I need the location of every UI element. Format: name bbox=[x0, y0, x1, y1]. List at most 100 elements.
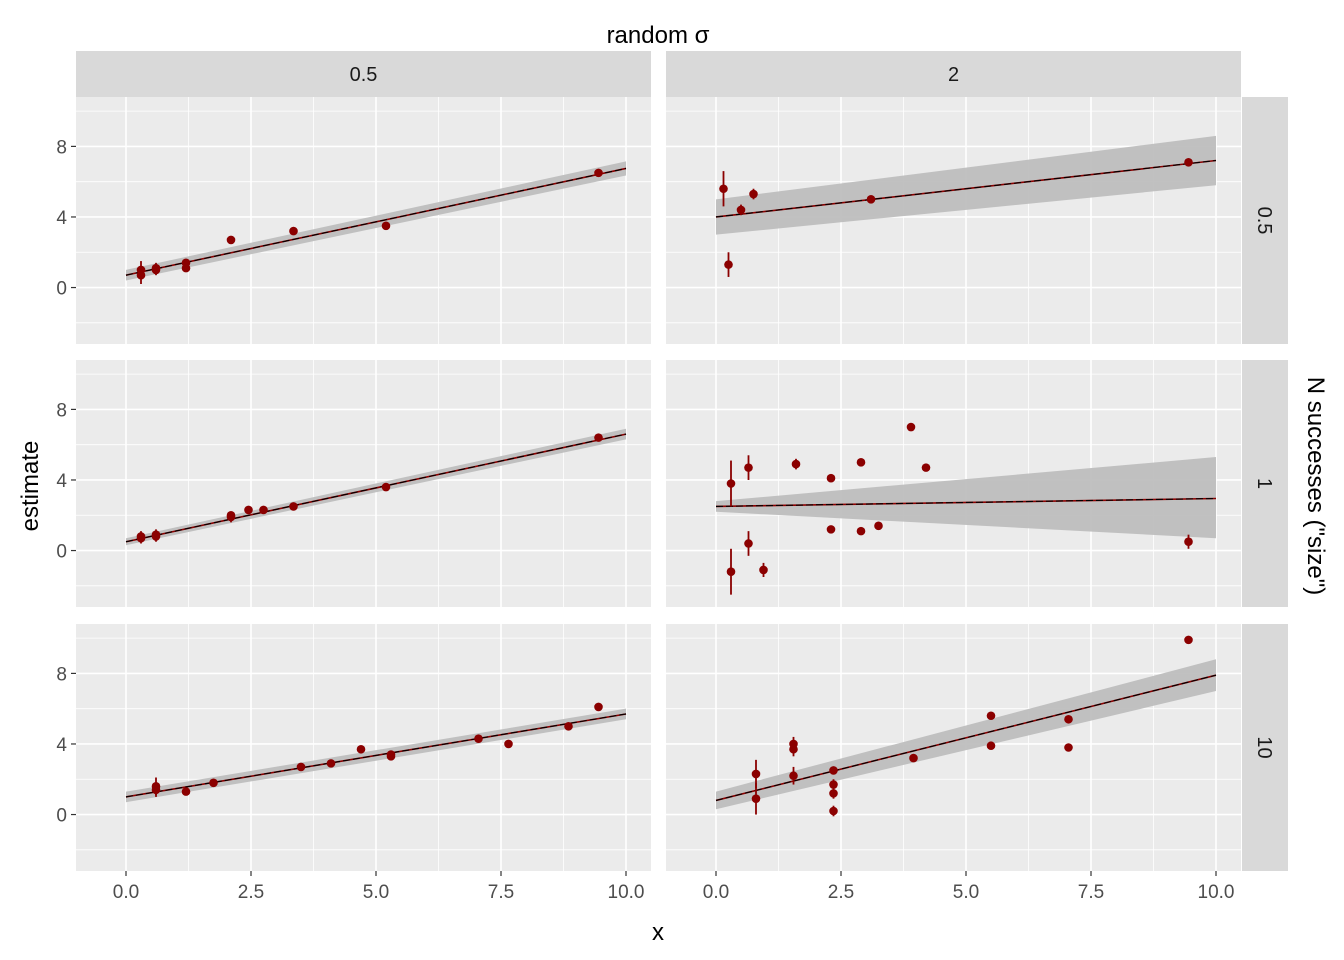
panel-col-2-row-1 bbox=[666, 360, 1241, 607]
x-tick-label: 7.5 bbox=[488, 882, 514, 903]
confidence-band bbox=[716, 659, 1216, 810]
data-point bbox=[289, 226, 298, 236]
data-point bbox=[381, 221, 391, 231]
x-tick-label: 0.0 bbox=[113, 882, 139, 903]
data-point bbox=[789, 744, 798, 754]
data-point bbox=[136, 533, 146, 543]
data-point bbox=[751, 794, 761, 803]
data-point bbox=[386, 750, 396, 759]
data-point bbox=[1184, 537, 1193, 547]
data-point bbox=[749, 189, 758, 199]
data-point bbox=[244, 505, 253, 515]
row-strip-label: 1 bbox=[1253, 478, 1275, 489]
x-tick-label: 2.5 bbox=[828, 882, 854, 903]
top-title: random σ bbox=[607, 22, 710, 49]
data-point bbox=[151, 263, 161, 273]
row-strip: 0.5 bbox=[1242, 97, 1288, 344]
fit-line bbox=[715, 497, 1217, 507]
data-point bbox=[726, 567, 736, 577]
y-tick-label: 4 bbox=[56, 208, 67, 229]
data-point bbox=[594, 168, 603, 178]
data-point bbox=[594, 702, 603, 712]
row-strip-background bbox=[1242, 624, 1288, 871]
confidence-band bbox=[126, 428, 626, 546]
y-tick-label: 0 bbox=[56, 279, 67, 300]
data-point bbox=[209, 778, 218, 788]
data-point bbox=[151, 532, 161, 541]
data-point bbox=[226, 235, 236, 245]
data-point bbox=[719, 184, 728, 194]
confidence-band bbox=[716, 457, 1216, 539]
data-point bbox=[791, 459, 801, 469]
y-tick-label: 8 bbox=[56, 137, 67, 158]
column-strip-label: 0.5 bbox=[350, 64, 378, 86]
data-point bbox=[326, 759, 336, 768]
y-axis-title: estimate bbox=[17, 441, 44, 532]
data-point bbox=[856, 526, 866, 536]
data-point bbox=[151, 785, 161, 795]
panel-col-0.5-row-10 bbox=[76, 624, 651, 871]
x-tick-label: 2.5 bbox=[238, 882, 264, 903]
fit-line bbox=[715, 674, 1217, 801]
data-point bbox=[866, 195, 876, 204]
data-point bbox=[474, 734, 483, 743]
data-point bbox=[874, 521, 883, 531]
right-axis-title: N successes ("size") bbox=[1302, 377, 1329, 595]
panel-col-2-row-10 bbox=[666, 624, 1241, 871]
row-strip: 1 bbox=[1242, 360, 1288, 607]
data-point bbox=[504, 739, 513, 749]
data-point bbox=[724, 260, 733, 269]
panel-col-0.5-row-0.5 bbox=[76, 97, 651, 344]
data-point bbox=[921, 463, 931, 472]
data-point bbox=[296, 762, 306, 772]
data-point bbox=[986, 711, 996, 721]
x-tick-label: 5.0 bbox=[953, 882, 979, 903]
x-tick-label: 0.0 bbox=[703, 882, 729, 903]
data-point bbox=[829, 780, 838, 789]
data-point bbox=[259, 505, 268, 515]
data-point bbox=[744, 539, 753, 548]
data-point bbox=[181, 787, 191, 796]
row-strip-background bbox=[1242, 97, 1288, 344]
data-point bbox=[1064, 714, 1073, 724]
data-point bbox=[829, 766, 838, 775]
data-point bbox=[856, 458, 866, 467]
column-strip-label: 2 bbox=[948, 64, 959, 86]
fit-line bbox=[125, 167, 627, 276]
data-point bbox=[759, 565, 768, 575]
data-point bbox=[1184, 635, 1193, 645]
row-strip-label: 10 bbox=[1253, 736, 1275, 758]
confidence-band bbox=[126, 161, 626, 281]
data-point bbox=[906, 422, 916, 432]
axes-layer: 0 4 8 0 4 8 0 4 8 0.0 2.5 5.0 7.5 10.0 0.0 2.5 5.0 7.5 10.… bbox=[56, 137, 1234, 903]
x-tick-label: 10.0 bbox=[608, 882, 645, 903]
fit-line bbox=[125, 433, 627, 543]
strips-layer: 0.5 2 0.5 1 10 bbox=[76, 51, 1288, 871]
column-strip-background bbox=[666, 51, 1241, 97]
column-strip-background bbox=[76, 51, 651, 97]
data-point bbox=[564, 722, 573, 731]
data-point bbox=[381, 482, 391, 492]
y-tick-label: 0 bbox=[56, 806, 67, 827]
row-strip-background bbox=[1242, 360, 1288, 607]
fit-line bbox=[715, 159, 1217, 218]
data-point bbox=[181, 263, 191, 273]
data-point bbox=[986, 741, 996, 751]
panels-layer bbox=[76, 97, 1241, 871]
y-tick-label: 0 bbox=[56, 542, 67, 563]
data-point bbox=[751, 769, 761, 779]
confidence-band bbox=[716, 135, 1216, 235]
data-point bbox=[726, 479, 736, 488]
data-point bbox=[736, 205, 746, 215]
data-point bbox=[826, 525, 836, 534]
row-strip: 10 bbox=[1242, 624, 1288, 871]
data-point bbox=[829, 789, 838, 798]
data-point bbox=[826, 473, 836, 483]
y-tick-label: 8 bbox=[56, 400, 67, 421]
x-axis-title: x bbox=[652, 919, 664, 946]
y-tick-label: 4 bbox=[56, 471, 67, 492]
x-tick-label: 10.0 bbox=[1198, 882, 1235, 903]
data-point bbox=[744, 463, 753, 472]
data-point bbox=[909, 753, 918, 763]
